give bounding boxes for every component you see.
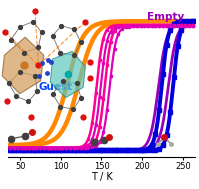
Text: Guest: Guest [39, 82, 73, 92]
Polygon shape [2, 37, 44, 94]
X-axis label: T / K: T / K [91, 172, 112, 182]
Polygon shape [50, 51, 85, 98]
Text: Empty: Empty [147, 12, 185, 22]
